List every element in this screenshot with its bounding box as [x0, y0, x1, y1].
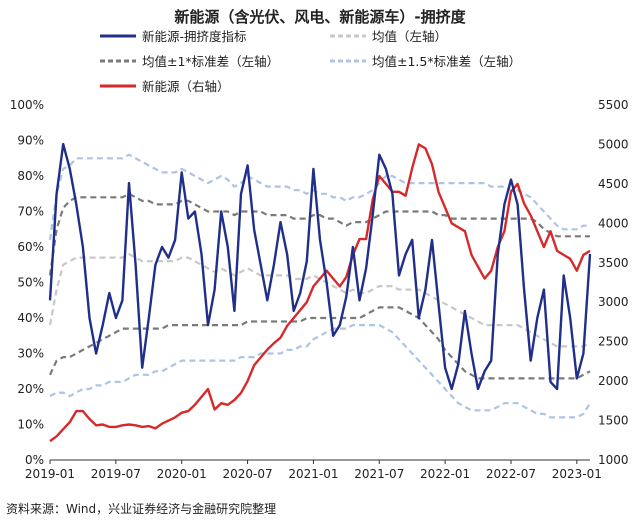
- legend-item-std1: 均值±1*标准差（左轴）: [100, 51, 279, 70]
- left-tick-label: 60%: [17, 240, 44, 254]
- right-tick-label: 1500: [598, 414, 629, 428]
- mean-line: [48, 253, 591, 348]
- legend-label-new-energy: 新能源（右轴）: [142, 79, 230, 94]
- left-tick-label: 100%: [10, 98, 44, 112]
- legend-label-std1: 均值±1*标准差（左轴）: [142, 54, 280, 69]
- x-tick-label: 2020-07: [222, 467, 272, 481]
- left-tick-label: 50%: [17, 276, 44, 290]
- legend-item-mean: 均值（左轴）: [330, 26, 447, 45]
- x-tick-label: 2020-01: [157, 467, 207, 481]
- right-tick-label: 4000: [598, 216, 629, 230]
- left-tick-label: 0%: [25, 453, 44, 467]
- legend-swatch-std15: [330, 59, 366, 62]
- right-tick-label: 2500: [598, 335, 629, 349]
- right-tick-label: 3000: [598, 295, 629, 309]
- x-tick-label: 2021-07: [354, 467, 404, 481]
- legend-swatch-mean: [330, 34, 366, 37]
- left-tick-label: 40%: [17, 311, 44, 325]
- std15-upper-line: [48, 153, 590, 241]
- x-tick-label: 2021-01: [288, 467, 338, 481]
- left-tick-label: 70%: [17, 205, 44, 219]
- legend-swatch-new-energy: [100, 84, 136, 87]
- right-tick-label: 5500: [598, 98, 629, 112]
- chart-title: 新能源（含光伏、风电、新能源车）-拥挤度: [174, 8, 466, 26]
- crowding-index-line: [48, 142, 592, 391]
- source-note: 资料来源：Wind，兴业证券经济与金融研究院整理: [6, 502, 277, 516]
- legend-swatch-crowding-index: [100, 34, 136, 37]
- left-tick-label: 90%: [17, 134, 44, 148]
- std1-lower-line: [49, 306, 591, 380]
- x-tick-label: 2022-01: [420, 467, 470, 481]
- right-tick-label: 1000: [598, 453, 629, 467]
- legend-swatch-std1: [100, 59, 136, 62]
- legend-item-std15: 均值±1.5*标准差（左轴）: [330, 51, 521, 70]
- legend-item-crowding-index: 新能源-拥挤度指标: [100, 26, 247, 45]
- left-tick-label: 20%: [17, 382, 44, 396]
- x-tick-label: 2022-07: [486, 467, 536, 481]
- std15-lower-line: [49, 324, 591, 419]
- legend-label-std15: 均值±1.5*标准差（左轴）: [372, 54, 522, 69]
- x-tick-label: 2019-07: [91, 467, 141, 481]
- right-tick-label: 2000: [598, 374, 629, 388]
- legend-item-new-energy: 新能源（右轴）: [100, 76, 230, 95]
- legend-label-mean: 均值（左轴）: [372, 29, 448, 44]
- left-tick-label: 30%: [17, 347, 44, 361]
- legend-label-crowding-index: 新能源-拥挤度指标: [142, 29, 247, 44]
- right-tick-label: 5000: [598, 137, 629, 151]
- x-tick-label: 2019-01: [25, 467, 75, 481]
- left-tick-label: 10%: [17, 418, 44, 432]
- right-tick-label: 4500: [598, 177, 629, 191]
- std1-upper-line: [48, 192, 590, 276]
- left-tick-label: 80%: [17, 169, 44, 183]
- x-tick-label: 2023-01: [552, 467, 602, 481]
- right-tick-label: 3500: [598, 256, 629, 270]
